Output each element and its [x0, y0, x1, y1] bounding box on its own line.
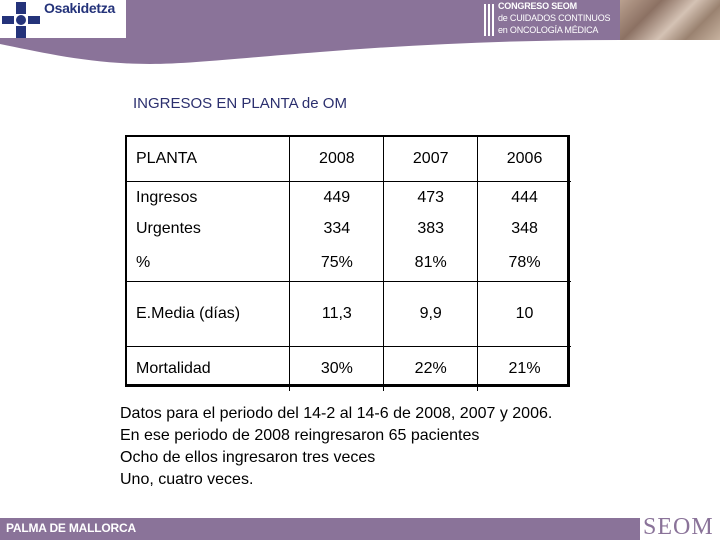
table-row: Ingresos 449 473 444: [126, 181, 571, 213]
table-cell: 9,9: [383, 281, 479, 347]
table-row: % 75% 81% 78%: [126, 244, 571, 282]
table-cell: Mortalidad: [126, 346, 291, 391]
table-header-cell: PLANTA: [126, 136, 291, 182]
header-photo: [620, 0, 720, 40]
osakidetza-logo: Osakidetza: [0, 0, 126, 38]
table-row: E.Media (días) 11,3 9,9 10: [126, 281, 571, 347]
congreso-line-1: CONGRESO SEOM: [498, 1, 577, 11]
table-cell: 81%: [383, 244, 479, 282]
table-cell: 449: [289, 181, 385, 213]
table-cell: 30%: [289, 346, 385, 391]
seom-logo: SEOM: [643, 514, 714, 540]
table-cell: 383: [383, 213, 479, 244]
table-cell: 22%: [383, 346, 479, 391]
table-cell: %: [126, 244, 291, 282]
congreso-line-3: en ONCOLOGÍA MÉDICA: [498, 25, 599, 35]
header-banner: Osakidetza CONGRESO SEOM de CUIDADOS CON…: [0, 0, 720, 70]
slide-title: INGRESOS EN PLANTA de OM: [133, 95, 347, 112]
table-row: Urgentes 334 383 348: [126, 213, 571, 244]
table-cell: 348: [511, 219, 538, 237]
footer-location: PALMA DE MALLORCA: [6, 521, 136, 535]
table-cell: Urgentes: [126, 213, 291, 244]
table-cell: 11,3: [289, 281, 385, 347]
table-cell: 444: [511, 188, 538, 206]
notes-block: Datos para el periodo del 14-2 al 14-6 d…: [120, 403, 552, 491]
table-header-cell: 2007: [383, 136, 479, 182]
table-cell: 334: [289, 213, 385, 244]
table-cell: E.Media (días): [126, 281, 291, 347]
table-cell: 21%: [508, 360, 541, 377]
table-header-cell: 2008: [289, 136, 385, 182]
congreso-bars-icon: [484, 4, 494, 36]
footer-bar: PALMA DE MALLORCA: [0, 518, 640, 540]
table-cell: 78%: [477, 244, 571, 282]
note-line: Datos para el periodo del 14-2 al 14-6 d…: [120, 405, 553, 422]
table-cell: 75%: [289, 244, 385, 282]
congreso-line-2: de CUIDADOS CONTINUOS: [498, 13, 611, 23]
note-line: Ocho de ellos ingresaron tres veces: [120, 449, 376, 466]
osakidetza-logo-text: Osakidetza: [44, 0, 115, 16]
table-row: Mortalidad 30% 22% 21%: [126, 346, 571, 391]
note-line: En ese periodo de 2008 reingresaron 65 p…: [120, 427, 480, 444]
table-header-cell: 2006: [477, 136, 571, 182]
ingresos-table: PLANTA 2008 2007 2006 Ingresos 449 473 4…: [126, 136, 571, 391]
osakidetza-logo-icon: [2, 2, 40, 38]
note-line: Uno, cuatro veces.: [120, 471, 254, 488]
table-cell: 10: [477, 281, 571, 347]
congreso-badge: CONGRESO SEOM de CUIDADOS CONTINUOS en O…: [482, 0, 620, 40]
table-cell: Ingresos: [126, 181, 291, 213]
table-header-row: PLANTA 2008 2007 2006: [126, 136, 571, 182]
table-cell: 473: [383, 181, 479, 213]
